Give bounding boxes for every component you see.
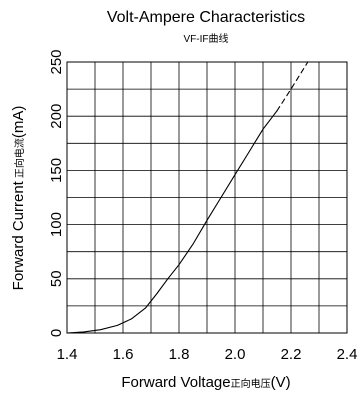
vf-if-curve <box>66 110 278 334</box>
plot-frame <box>66 61 348 334</box>
y-axis-label: Forward Current 正向电流(mA) <box>10 106 27 291</box>
y-tick-label: 150 <box>48 158 65 183</box>
x-axis-label-main: Forward Voltage <box>121 374 230 391</box>
x-axis-label-cn: 正向电压 <box>231 377 271 390</box>
chart-subtitle: VF-IF曲线 <box>184 32 229 45</box>
y-axis-label-main: Forward Current <box>10 180 27 290</box>
y-tick-label: 0 <box>48 329 65 337</box>
y-tick-label: 200 <box>48 104 65 129</box>
x-tick-label: 2.2 <box>281 346 302 363</box>
x-axis-label: Forward Voltage正向电压(V) <box>121 374 290 391</box>
y-tick-labels: 0 50 100 150 200 250 <box>48 49 65 337</box>
y-tick-label: 100 <box>48 212 65 237</box>
x-axis-label-unit: (V) <box>271 374 291 391</box>
vf-if-curve-extrapolated <box>276 61 309 112</box>
y-axis-label-unit: (mA) <box>10 106 27 139</box>
x-tick-label: 1.8 <box>169 346 190 363</box>
y-tick-label: 50 <box>48 270 65 287</box>
y-tick-label: 250 <box>48 49 65 74</box>
x-tick-label: 2.0 <box>225 346 246 363</box>
x-tick-label: 2.4 <box>337 346 358 363</box>
y-axis-label-cn: 正向电流 <box>13 138 26 178</box>
x-tick-label: 1.6 <box>113 346 134 363</box>
series-group <box>66 61 309 334</box>
x-tick-labels: 1.4 1.6 1.8 2.0 2.2 2.4 <box>57 346 358 363</box>
x-tick-label: 1.4 <box>57 346 78 363</box>
horizontal-gridlines <box>67 88 347 307</box>
chart-title: Volt-Ampere Characteristics <box>107 9 305 26</box>
